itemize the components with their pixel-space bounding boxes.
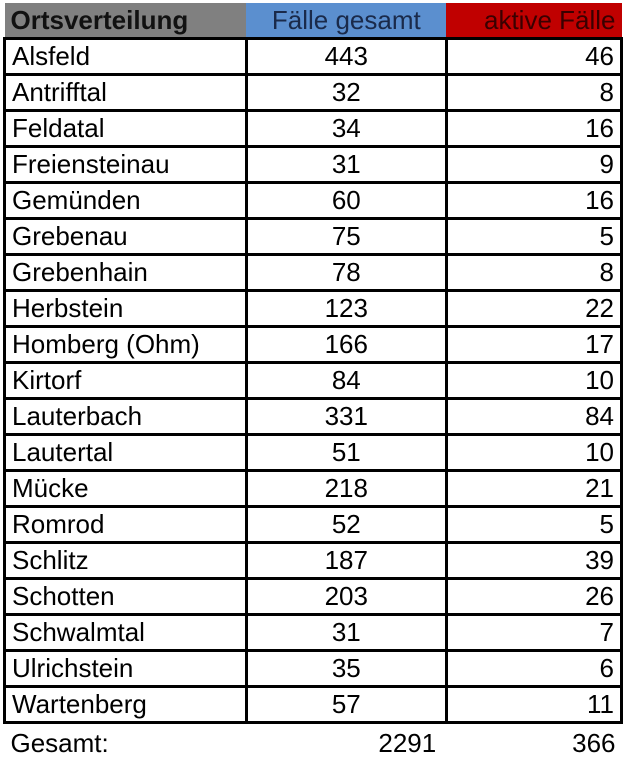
total-active: 366 xyxy=(572,728,616,758)
place-cell: Ulrichstein xyxy=(3,649,248,688)
active-cases-cell: 22 xyxy=(444,289,623,328)
table-row: Herbstein 123 22 xyxy=(3,289,623,328)
total-cases-cell: 203 xyxy=(244,577,448,616)
active-cases-cell: 16 xyxy=(444,109,623,148)
place-cell: Schlitz xyxy=(3,541,248,580)
place-cell: Feldatal xyxy=(3,109,248,148)
place-cell: Homberg (Ohm) xyxy=(3,325,248,364)
table-row: Feldatal 34 16 xyxy=(3,109,623,148)
total-row: Gesamt: 2291 366 xyxy=(5,723,622,763)
place-cell: Antrifftal xyxy=(3,73,248,112)
active-cases-cell: 9 xyxy=(444,145,623,184)
header-place: Ortsverteilung xyxy=(4,3,247,39)
place-cell: Freiensteinau xyxy=(3,145,248,184)
total-label: Gesamt: xyxy=(10,728,109,758)
table-row: Homberg (Ohm) 166 17 xyxy=(3,325,623,364)
total-cases-cell: 31 xyxy=(244,145,448,184)
table-row: Schotten 203 26 xyxy=(3,577,623,616)
active-cases-cell: 16 xyxy=(444,181,623,220)
total-cases-cell: 51 xyxy=(244,433,448,472)
place-cell: Kirtorf xyxy=(3,361,248,400)
total-cases-cell: 57 xyxy=(244,685,448,724)
place-cell: Lauterbach xyxy=(3,397,248,436)
total-cases-cell: 75 xyxy=(244,217,448,256)
header-total: Fälle gesamt xyxy=(246,3,447,39)
active-cases-cell: 46 xyxy=(444,37,623,76)
total-cases-cell: 443 xyxy=(244,37,448,76)
place-cell: Gemünden xyxy=(3,181,248,220)
table-row: Schwalmtal 31 7 xyxy=(3,613,623,652)
total-cases-cell: 32 xyxy=(244,73,448,112)
active-cases-cell: 84 xyxy=(444,397,623,436)
total-cases: 2291 xyxy=(378,728,437,758)
total-cases-cell: 78 xyxy=(244,253,448,292)
table-row: Wartenberg 57 11 xyxy=(3,685,623,724)
total-cases-cell: 166 xyxy=(244,325,448,364)
active-cases-cell: 8 xyxy=(444,73,623,112)
place-cell: Schwalmtal xyxy=(3,613,248,652)
place-cell: Romrod xyxy=(3,505,248,544)
place-cell: Schotten xyxy=(3,577,248,616)
place-cell: Wartenberg xyxy=(3,685,248,724)
place-cell: Grebenau xyxy=(3,217,248,256)
active-cases-cell: 10 xyxy=(444,361,623,400)
table-row: Antrifftal 32 8 xyxy=(3,73,623,112)
total-cases-cell: 35 xyxy=(244,649,448,688)
active-cases-cell: 6 xyxy=(444,649,623,688)
total-cases-cell: 187 xyxy=(244,541,448,580)
active-cases-cell: 10 xyxy=(444,433,623,472)
table-row: Romrod 52 5 xyxy=(3,505,623,544)
place-cell: Grebenhain xyxy=(3,253,248,292)
table-row: Alsfeld 443 46 xyxy=(3,37,623,76)
table-row: Freiensteinau 31 9 xyxy=(3,145,623,184)
place-cell: Lautertal xyxy=(3,433,248,472)
total-cases-cell: 52 xyxy=(244,505,448,544)
active-cases-cell: 8 xyxy=(444,253,623,292)
table-row: Mücke 218 21 xyxy=(3,469,623,508)
place-cell: Herbstein xyxy=(3,289,248,328)
table-row: Kirtorf 84 10 xyxy=(3,361,623,400)
header-row: Ortsverteilung Fälle gesamt aktive Fälle xyxy=(4,3,622,39)
header-active: aktive Fälle xyxy=(446,3,622,39)
active-cases-cell: 26 xyxy=(444,577,623,616)
total-cases-cell: 34 xyxy=(244,109,448,148)
place-cell: Mücke xyxy=(3,469,248,508)
active-cases-cell: 5 xyxy=(444,217,623,256)
active-cases-cell: 7 xyxy=(444,613,623,652)
active-cases-cell: 11 xyxy=(444,685,623,724)
active-cases-cell: 17 xyxy=(444,325,623,364)
table-row: Ulrichstein 35 6 xyxy=(3,649,623,688)
active-cases-cell: 39 xyxy=(444,541,623,580)
total-cases-cell: 218 xyxy=(244,469,448,508)
table-row: Lauterbach 331 84 xyxy=(3,397,623,436)
cases-table: Ortsverteilung Fälle gesamt aktive Fälle… xyxy=(3,3,623,762)
place-cell: Alsfeld xyxy=(3,37,248,76)
total-cases-cell: 123 xyxy=(244,289,448,328)
table-row: Grebenhain 78 8 xyxy=(3,253,623,292)
table-row: Schlitz 187 39 xyxy=(3,541,623,580)
total-cases-cell: 60 xyxy=(244,181,448,220)
total-cases-cell: 84 xyxy=(244,361,448,400)
active-cases-cell: 5 xyxy=(444,505,623,544)
table-row: Grebenau 75 5 xyxy=(3,217,623,256)
active-cases-cell: 21 xyxy=(444,469,623,508)
table-row: Gemünden 60 16 xyxy=(3,181,623,220)
total-cases-cell: 31 xyxy=(244,613,448,652)
total-cases-cell: 331 xyxy=(244,397,448,436)
table-row: Lautertal 51 10 xyxy=(3,433,623,472)
